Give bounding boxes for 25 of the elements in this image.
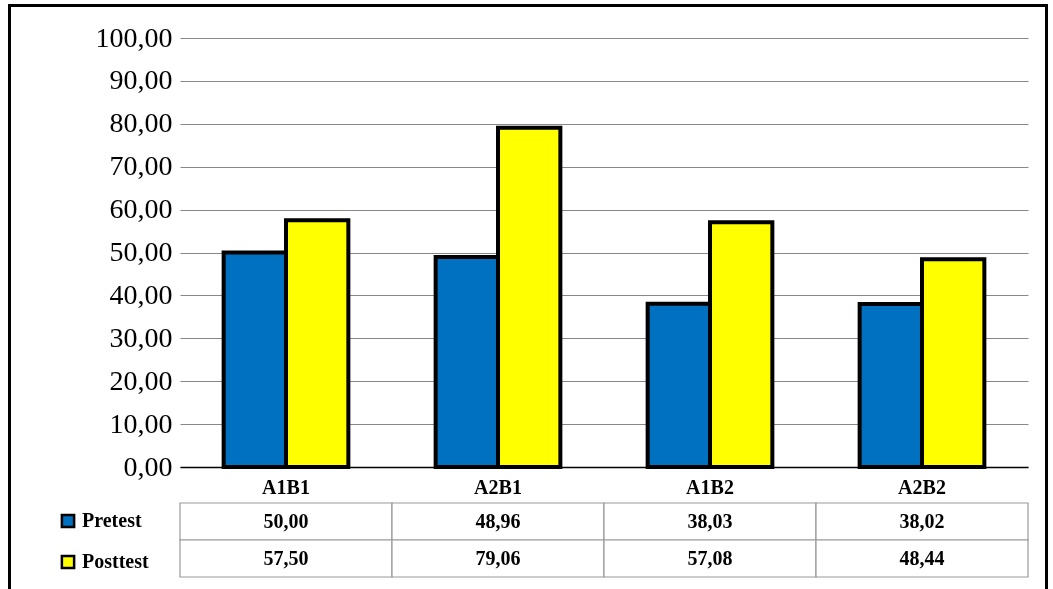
y-tick-label: 40,00 — [109, 278, 173, 310]
data-label: 79,06 — [475, 546, 521, 569]
legend-label: Posttest — [82, 550, 149, 572]
y-tick-label: 30,00 — [109, 321, 173, 353]
x-tick-label: A2B2 — [898, 475, 946, 498]
x-tick-label: A1B2 — [686, 475, 734, 498]
y-tick-label: 0,00 — [123, 450, 173, 482]
y-tick-label: 10,00 — [109, 407, 173, 439]
y-tick-label: 100,00 — [95, 21, 173, 53]
data-label: 38,03 — [687, 509, 733, 532]
x-tick-label: A1B1 — [262, 475, 310, 498]
y-tick-label: 90,00 — [109, 64, 173, 96]
data-label: 48,44 — [899, 546, 945, 569]
y-tick-label: 50,00 — [109, 236, 173, 267]
y-tick-label: 60,00 — [109, 193, 173, 225]
data-label: 48,96 — [475, 509, 521, 532]
y-tick-label: 20,00 — [109, 364, 173, 396]
y-tick-label: 70,00 — [109, 150, 173, 182]
data-label: 50,00 — [263, 509, 309, 532]
data-label: 57,50 — [263, 546, 309, 569]
x-tick-label: A2B1 — [474, 475, 522, 498]
data-label: 57,08 — [687, 546, 733, 569]
legend-label: Pretest — [82, 509, 142, 531]
y-tick-label: 80,00 — [109, 107, 173, 139]
data-label: 38,02 — [899, 509, 945, 532]
